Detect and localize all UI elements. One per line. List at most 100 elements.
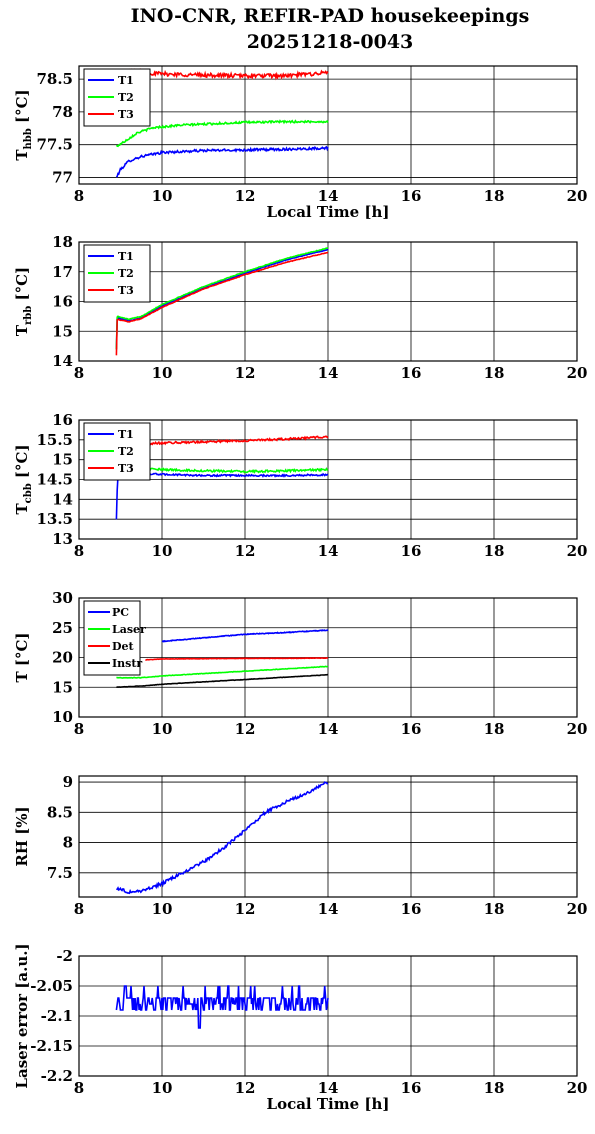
y-axis-label: Thbb [°C] <box>13 89 34 160</box>
y-tick-label: -2.2 <box>41 1067 73 1085</box>
y-tick-label: 78 <box>52 103 73 121</box>
x-tick-label: 12 <box>235 364 256 382</box>
x-tick-label: 16 <box>401 187 422 205</box>
y-tick-label: -2.05 <box>30 977 73 995</box>
y-tick-label: 9 <box>63 773 73 791</box>
y-axis-label-subscript: cbb <box>23 483 34 503</box>
x-tick-label: 8 <box>74 364 84 382</box>
series-line-value <box>115 985 329 1029</box>
x-tick-label: 12 <box>235 900 256 918</box>
grid-lines <box>78 776 578 897</box>
x-tick-label: 16 <box>401 720 422 738</box>
legend-label-t3: T3 <box>118 284 134 297</box>
legend-label-t1: T1 <box>118 74 134 87</box>
y-tick-label: 25 <box>52 619 73 637</box>
series-line-t3 <box>115 67 329 81</box>
series-group <box>115 247 329 356</box>
x-tick-label: 10 <box>152 364 173 382</box>
legend-label-t2: T2 <box>118 445 134 458</box>
x-tick-labels: 8 10 12 14 16 18 20 <box>74 1079 588 1097</box>
x-tick-label: 18 <box>484 542 505 560</box>
plot-frame <box>78 419 578 540</box>
legend-label-t1: T1 <box>118 250 134 263</box>
x-tick-label: 10 <box>152 720 173 738</box>
y-tick-label: -2.1 <box>41 1007 73 1025</box>
x-tick-label: 20 <box>567 542 588 560</box>
x-tick-label: 14 <box>318 187 339 205</box>
y-tick-label: 20 <box>52 649 73 667</box>
plot-frame <box>78 955 578 1077</box>
x-tick-label: 8 <box>74 1079 84 1097</box>
y-axis-label-main: T [°C] <box>13 632 31 682</box>
y-axis-label: Tcbb [°C] <box>13 444 34 514</box>
y-axis-label: Trbb [°C] <box>13 267 34 336</box>
y-tick-label: 13.5 <box>36 510 73 528</box>
x-tick-label: 12 <box>235 1079 256 1097</box>
grid-lines <box>78 66 578 184</box>
series-line-det <box>145 657 329 661</box>
series-line-instr <box>116 673 329 689</box>
y-axis-label-main: Laser error [a.u.] <box>13 943 31 1088</box>
y-tick-labels: -2.2 -2.15 -2.1 -2.05 -2 <box>30 947 73 1085</box>
series-line-t1 <box>115 145 329 178</box>
y-axis-label-unit: [°C] <box>13 444 31 483</box>
legend-label-laser: Laser <box>112 623 146 636</box>
grid-lines <box>78 241 578 362</box>
y-tick-label: -2 <box>56 947 73 965</box>
y-tick-label: 8.5 <box>47 803 73 821</box>
x-tick-label: 20 <box>567 364 588 382</box>
x-axis-label: Local Time [h] <box>267 1095 390 1113</box>
x-axis-label: Local Time [h] <box>267 203 390 221</box>
series-group <box>116 781 329 895</box>
legend: T1 T2 T3 <box>83 244 151 303</box>
y-tick-labels: 77 77.5 78 78.5 <box>36 70 73 186</box>
y-tick-label: 8 <box>63 834 73 852</box>
plot-frame <box>78 241 578 362</box>
x-tick-label: 8 <box>74 720 84 738</box>
y-tick-label: -2.15 <box>30 1037 73 1055</box>
figure-title-line1: INO-CNR, REFIR-PAD housekeepings <box>131 5 530 27</box>
x-tick-label: 14 <box>318 364 339 382</box>
legend-label-t2: T2 <box>118 267 134 280</box>
legend-label-t2: T2 <box>118 91 134 104</box>
x-tick-label: 18 <box>484 720 505 738</box>
x-tick-label: 20 <box>567 900 588 918</box>
series-line-t2 <box>119 466 329 474</box>
y-axis-label: RH [%] <box>13 806 31 866</box>
series-line-t1 <box>115 248 329 350</box>
legend: T1 T2 T3 <box>83 422 151 481</box>
legend-label-t3: T3 <box>118 462 134 475</box>
series-line-pc <box>161 629 329 643</box>
series-line-laser <box>116 665 329 679</box>
series-group <box>115 985 329 1029</box>
x-tick-labels: 8 10 12 14 16 18 20 <box>74 187 588 205</box>
y-tick-label: 78.5 <box>36 70 73 88</box>
x-tick-label: 16 <box>401 364 422 382</box>
x-tick-label: 16 <box>401 1079 422 1097</box>
y-axis-label-subscript: rbb <box>23 306 34 325</box>
y-tick-label: 16 <box>52 293 73 311</box>
series-line-t2 <box>115 247 329 350</box>
series-group <box>115 435 329 520</box>
y-tick-label: 15 <box>52 678 73 696</box>
y-axis-label-main: T <box>13 503 31 515</box>
x-tick-labels: 8 10 12 14 16 18 20 <box>74 900 588 918</box>
y-tick-label: 77.5 <box>36 136 73 154</box>
plot-frame <box>78 65 578 185</box>
plot-frame <box>78 775 578 898</box>
y-tick-labels: 10 15 20 25 30 <box>52 589 73 726</box>
legend-box <box>83 68 151 127</box>
x-tick-label: 14 <box>318 720 339 738</box>
series-line-t3 <box>115 251 329 356</box>
x-tick-label: 18 <box>484 1079 505 1097</box>
x-tick-label: 18 <box>484 364 505 382</box>
legend-label-instr: Instr <box>112 657 142 670</box>
legend-label-pc: PC <box>112 606 129 619</box>
x-tick-label: 12 <box>235 542 256 560</box>
grid-lines <box>78 419 578 540</box>
x-tick-label: 14 <box>318 900 339 918</box>
